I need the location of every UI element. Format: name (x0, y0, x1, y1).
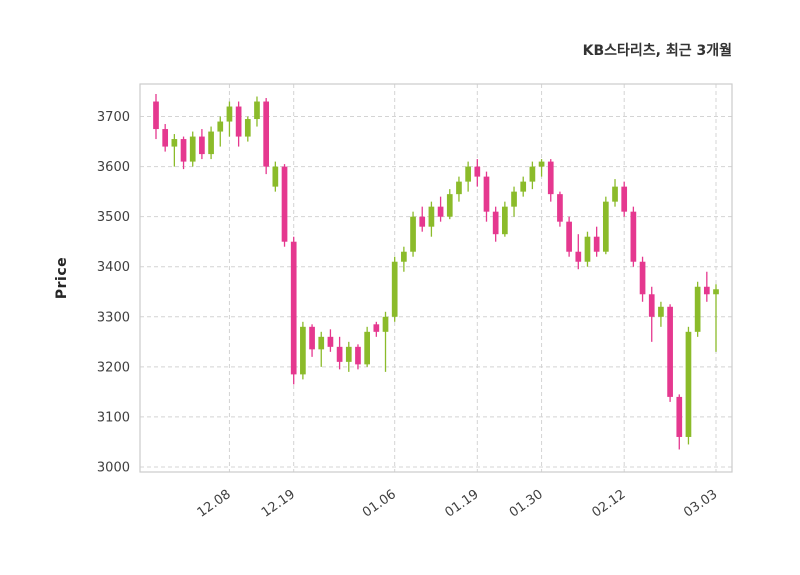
candle-body (290, 241, 297, 375)
y-tick-label: 3400 (97, 260, 130, 275)
y-tick-label: 3000 (97, 460, 130, 475)
candle-body (713, 289, 719, 295)
candle-body (685, 331, 692, 437)
candle-body (235, 106, 242, 137)
candle-body (437, 206, 444, 217)
candle-body (502, 206, 508, 235)
candle-body (345, 346, 352, 362)
candle-body (272, 166, 279, 187)
candle-body (667, 306, 673, 397)
x-tick-label: 02.12 (589, 487, 628, 521)
candle-body (676, 396, 683, 437)
candle-body (226, 106, 233, 122)
candle-body (703, 286, 710, 295)
candle-body (171, 139, 178, 147)
y-tick-label: 3200 (97, 360, 130, 375)
candle-body (648, 294, 655, 317)
candle-body (547, 161, 554, 195)
x-tick-label: 01.30 (507, 487, 546, 521)
candle-body (401, 251, 407, 262)
candle-body (300, 326, 306, 375)
candle-body (428, 206, 435, 227)
candle-body (630, 211, 637, 262)
candle-body (446, 194, 453, 217)
candle-body (612, 186, 618, 202)
candle-body (529, 166, 536, 182)
candle-body (208, 131, 214, 155)
x-tick-label: 12.08 (195, 487, 234, 521)
candle-body (410, 216, 416, 252)
y-tick-label: 3600 (97, 160, 130, 175)
candle-body (263, 101, 270, 167)
candle-body (318, 336, 325, 350)
candle-body (557, 194, 563, 222)
candle-body (254, 101, 260, 120)
x-tick-label: 03.03 (681, 487, 720, 521)
candle-body (355, 346, 361, 365)
candle-body (621, 186, 628, 212)
y-tick-label: 3500 (97, 210, 130, 225)
x-tick-label: 01.19 (443, 487, 482, 521)
candle-body (492, 211, 499, 235)
candle-body (419, 216, 426, 227)
candle-body (244, 119, 251, 137)
candle-body (373, 324, 380, 332)
y-tick-label: 3700 (97, 110, 130, 125)
candle-body (658, 306, 664, 317)
candle-body (153, 101, 159, 130)
candle-body (639, 261, 646, 295)
plot-border (139, 83, 733, 473)
candle-body (593, 236, 600, 252)
candle-body (465, 166, 471, 182)
candle-body (538, 161, 545, 167)
candle-body (511, 191, 517, 207)
candle-body (336, 346, 343, 362)
candle-body (364, 331, 370, 365)
y-tick-label: 3300 (97, 310, 130, 325)
candle-body (474, 166, 481, 177)
candle-body (327, 336, 334, 347)
candle-body (382, 316, 389, 332)
candle-body (391, 261, 398, 317)
x-tick-label: 01.06 (360, 487, 399, 521)
chart-title: KB스타리츠, 최근 3개월 (582, 43, 732, 59)
candle-body (456, 181, 462, 195)
candle-body (483, 176, 490, 212)
candle-body (309, 326, 315, 350)
candle-body (180, 139, 187, 162)
candle-body (281, 166, 288, 242)
candle-body (162, 129, 169, 147)
candle-body (694, 286, 701, 332)
candle-body (584, 236, 591, 262)
candle-body (217, 121, 224, 132)
candle-body (199, 136, 205, 155)
candle-body (189, 136, 196, 162)
y-tick-label: 3100 (97, 410, 130, 425)
candle-body (575, 251, 582, 262)
x-tick-label: 12.19 (259, 487, 298, 521)
candle-body (602, 201, 609, 252)
candle-body (566, 221, 572, 252)
candle-body (520, 181, 527, 192)
